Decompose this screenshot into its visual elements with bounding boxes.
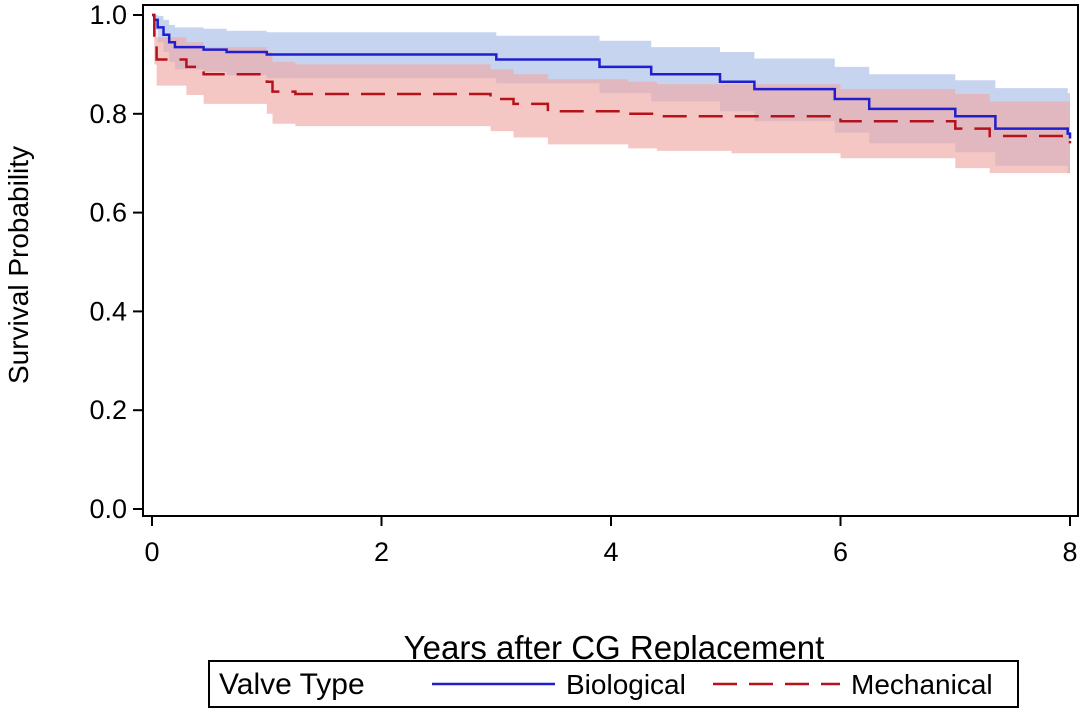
legend-label-biological: Biological (566, 669, 686, 700)
survival-line-mechanical (152, 13, 1072, 144)
survival-line-biological (152, 13, 1072, 139)
x-axis: 0 2 4 6 8 (144, 516, 1078, 567)
x-tick-label: 8 (1062, 537, 1077, 567)
y-axis-label: Survival Probability (3, 146, 34, 384)
x-tick-label: 4 (603, 537, 618, 567)
y-tick-label: 0.2 (89, 395, 127, 425)
legend-box (208, 660, 1019, 708)
confidence-bands (152, 15, 1070, 193)
y-axis: 0.0 0.2 0.4 0.6 0.8 1.0 (89, 0, 143, 524)
y-tick-label: 1.0 (89, 0, 127, 30)
x-tick-label: 2 (374, 537, 389, 567)
y-tick-label: 0.0 (89, 494, 127, 524)
confidence-band-mechanical (152, 15, 1070, 174)
x-axis-label: Years after CG Replacement (404, 629, 825, 666)
y-tick-label: 0.6 (89, 198, 127, 228)
legend-title: Valve Type (219, 668, 365, 701)
confidence-band-biological (152, 15, 1070, 193)
y-tick-label: 0.8 (89, 99, 127, 129)
y-tick-label: 0.4 (89, 296, 127, 326)
legend: Valve Type Biological Mechanical (208, 660, 1019, 708)
legend-label-mechanical: Mechanical (851, 669, 993, 700)
x-tick-label: 6 (833, 537, 848, 567)
survival-lines (152, 13, 1072, 144)
x-tick-label: 0 (144, 537, 159, 567)
